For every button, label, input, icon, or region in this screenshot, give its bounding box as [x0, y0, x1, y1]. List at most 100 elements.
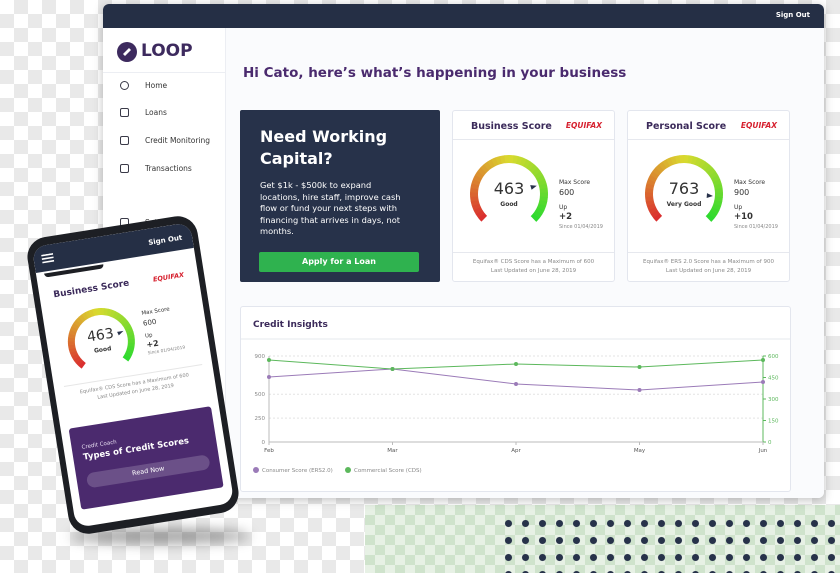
since: Since 01/04/2019	[559, 224, 603, 230]
gauge-arc	[78, 360, 86, 369]
gauge-arc	[652, 167, 662, 176]
chart-title: Credit Insights	[253, 320, 328, 330]
gauge-arc	[674, 155, 681, 164]
y-tick-label: 0	[262, 440, 266, 446]
gauge-arc	[708, 210, 718, 219]
nav-item[interactable]: Loans	[145, 108, 167, 117]
phone-sign-out[interactable]: Sign Out	[147, 233, 183, 247]
max-label: Max Score	[559, 179, 591, 186]
gauge	[645, 155, 723, 222]
max-value: 600	[559, 188, 575, 197]
data-point	[514, 362, 518, 367]
capital-card: Need Working Capital? Get $1k - $500k to…	[240, 110, 440, 282]
gauge-arc	[706, 167, 716, 177]
phone-shadow	[70, 528, 250, 544]
y-tick-label: 250	[255, 416, 266, 422]
footer-line: Equifax® CDS Score has a Maximum of 600	[472, 259, 595, 265]
gauge-arc	[499, 155, 506, 164]
gauge-arc	[648, 206, 658, 215]
gauge-arc	[658, 161, 668, 171]
gauge-needle	[706, 193, 713, 198]
gauge-needle	[530, 185, 537, 190]
score-rating: Very Good	[666, 201, 702, 208]
divider	[103, 72, 225, 73]
footer-line: Last Updated on June 28, 2019	[490, 268, 577, 274]
y-tick-label: 900	[255, 354, 266, 360]
menu-icon[interactable]	[41, 253, 55, 264]
y2-tick-label: 0	[768, 440, 772, 446]
gauge-arc	[535, 206, 545, 215]
nav-item[interactable]: Home	[145, 81, 168, 90]
data-point	[390, 367, 395, 372]
brand: EQUIFAX	[565, 121, 602, 130]
gauge-arc	[75, 358, 84, 367]
footer-line: Last Updated on June 28, 2019	[665, 268, 752, 274]
coach-card: Credit Coach Types of Credit Scores Read…	[68, 406, 224, 510]
top-bar: Sign Out	[103, 4, 824, 28]
phone-change: +2	[145, 338, 160, 350]
gauge-arc	[516, 156, 523, 166]
series-line	[268, 368, 764, 391]
gauge-arc	[475, 209, 485, 219]
sign-out[interactable]: Sign Out	[775, 11, 810, 19]
y2-tick-label: 600	[768, 354, 779, 360]
nav-icon	[120, 81, 129, 90]
gauge-arc	[704, 164, 713, 174]
gauge-arc	[474, 170, 485, 179]
gauge-arc	[666, 157, 674, 167]
gauge-arc	[109, 309, 116, 318]
gauge-arc	[112, 311, 120, 320]
change-value: +10	[734, 212, 753, 222]
data-point	[761, 358, 765, 363]
data-point	[637, 365, 642, 370]
max-value: 900	[734, 188, 750, 197]
phone-max-label: Max Score	[141, 306, 171, 317]
gauge-arc	[710, 206, 720, 215]
gauge-arc	[529, 164, 538, 174]
apply-button[interactable]: Apply for a Loan	[259, 252, 419, 272]
gauge-arc	[117, 315, 126, 324]
y2-tick-label: 300	[768, 397, 779, 403]
phone: Sign Out Business Score EQUIFAX 463 Good…	[24, 213, 242, 537]
nav-item[interactable]: Credit Monitoring	[145, 136, 211, 145]
gauge-arc	[519, 157, 528, 167]
gauge-arc	[709, 171, 719, 180]
gauge-arc	[478, 212, 488, 222]
score-rating: Good	[500, 201, 518, 208]
brand: EQUIFAX	[740, 121, 777, 130]
gauge-arc	[103, 308, 109, 316]
score-value: 763	[668, 179, 700, 198]
phone-screen: Sign Out Business Score EQUIFAX 463 Good…	[31, 222, 235, 528]
footer-divider	[453, 252, 614, 253]
nav-item[interactable]: Transactions	[145, 164, 192, 173]
gauge-arc	[96, 308, 101, 316]
score-card: Business Score EQUIFAX 463 Good Max Score 600…	[452, 110, 615, 282]
gauge-arc	[530, 213, 540, 222]
gauge-arc	[495, 155, 503, 165]
gauge-arc	[705, 213, 715, 222]
gauge	[470, 155, 548, 222]
logo-icon	[117, 42, 137, 62]
change-value: +2	[559, 212, 573, 222]
gauge-arc	[691, 156, 698, 166]
change-label: Up	[734, 204, 743, 211]
data-point	[637, 388, 642, 393]
score-value: 463	[493, 179, 525, 198]
gauge-arc	[73, 319, 82, 327]
gauge-arc	[75, 316, 84, 325]
x-tick-label: Mar	[387, 448, 398, 454]
data-point	[267, 358, 271, 363]
gauge-arc	[124, 351, 133, 359]
y2-tick-label: 450	[768, 376, 779, 382]
legend-label: Commercial Score (CDS)	[354, 468, 422, 474]
x-tick-label: May	[634, 448, 646, 454]
gauge-arc	[653, 212, 663, 222]
data-point	[761, 379, 765, 384]
score-title: Business Score	[471, 121, 552, 132]
card-header-divider	[628, 139, 789, 140]
phone-score-title: Business Score	[52, 278, 131, 301]
gauge-arc	[115, 312, 123, 321]
data-point	[514, 381, 518, 386]
phone-brand: EQUIFAX	[152, 270, 185, 284]
change-label: Up	[559, 204, 568, 211]
